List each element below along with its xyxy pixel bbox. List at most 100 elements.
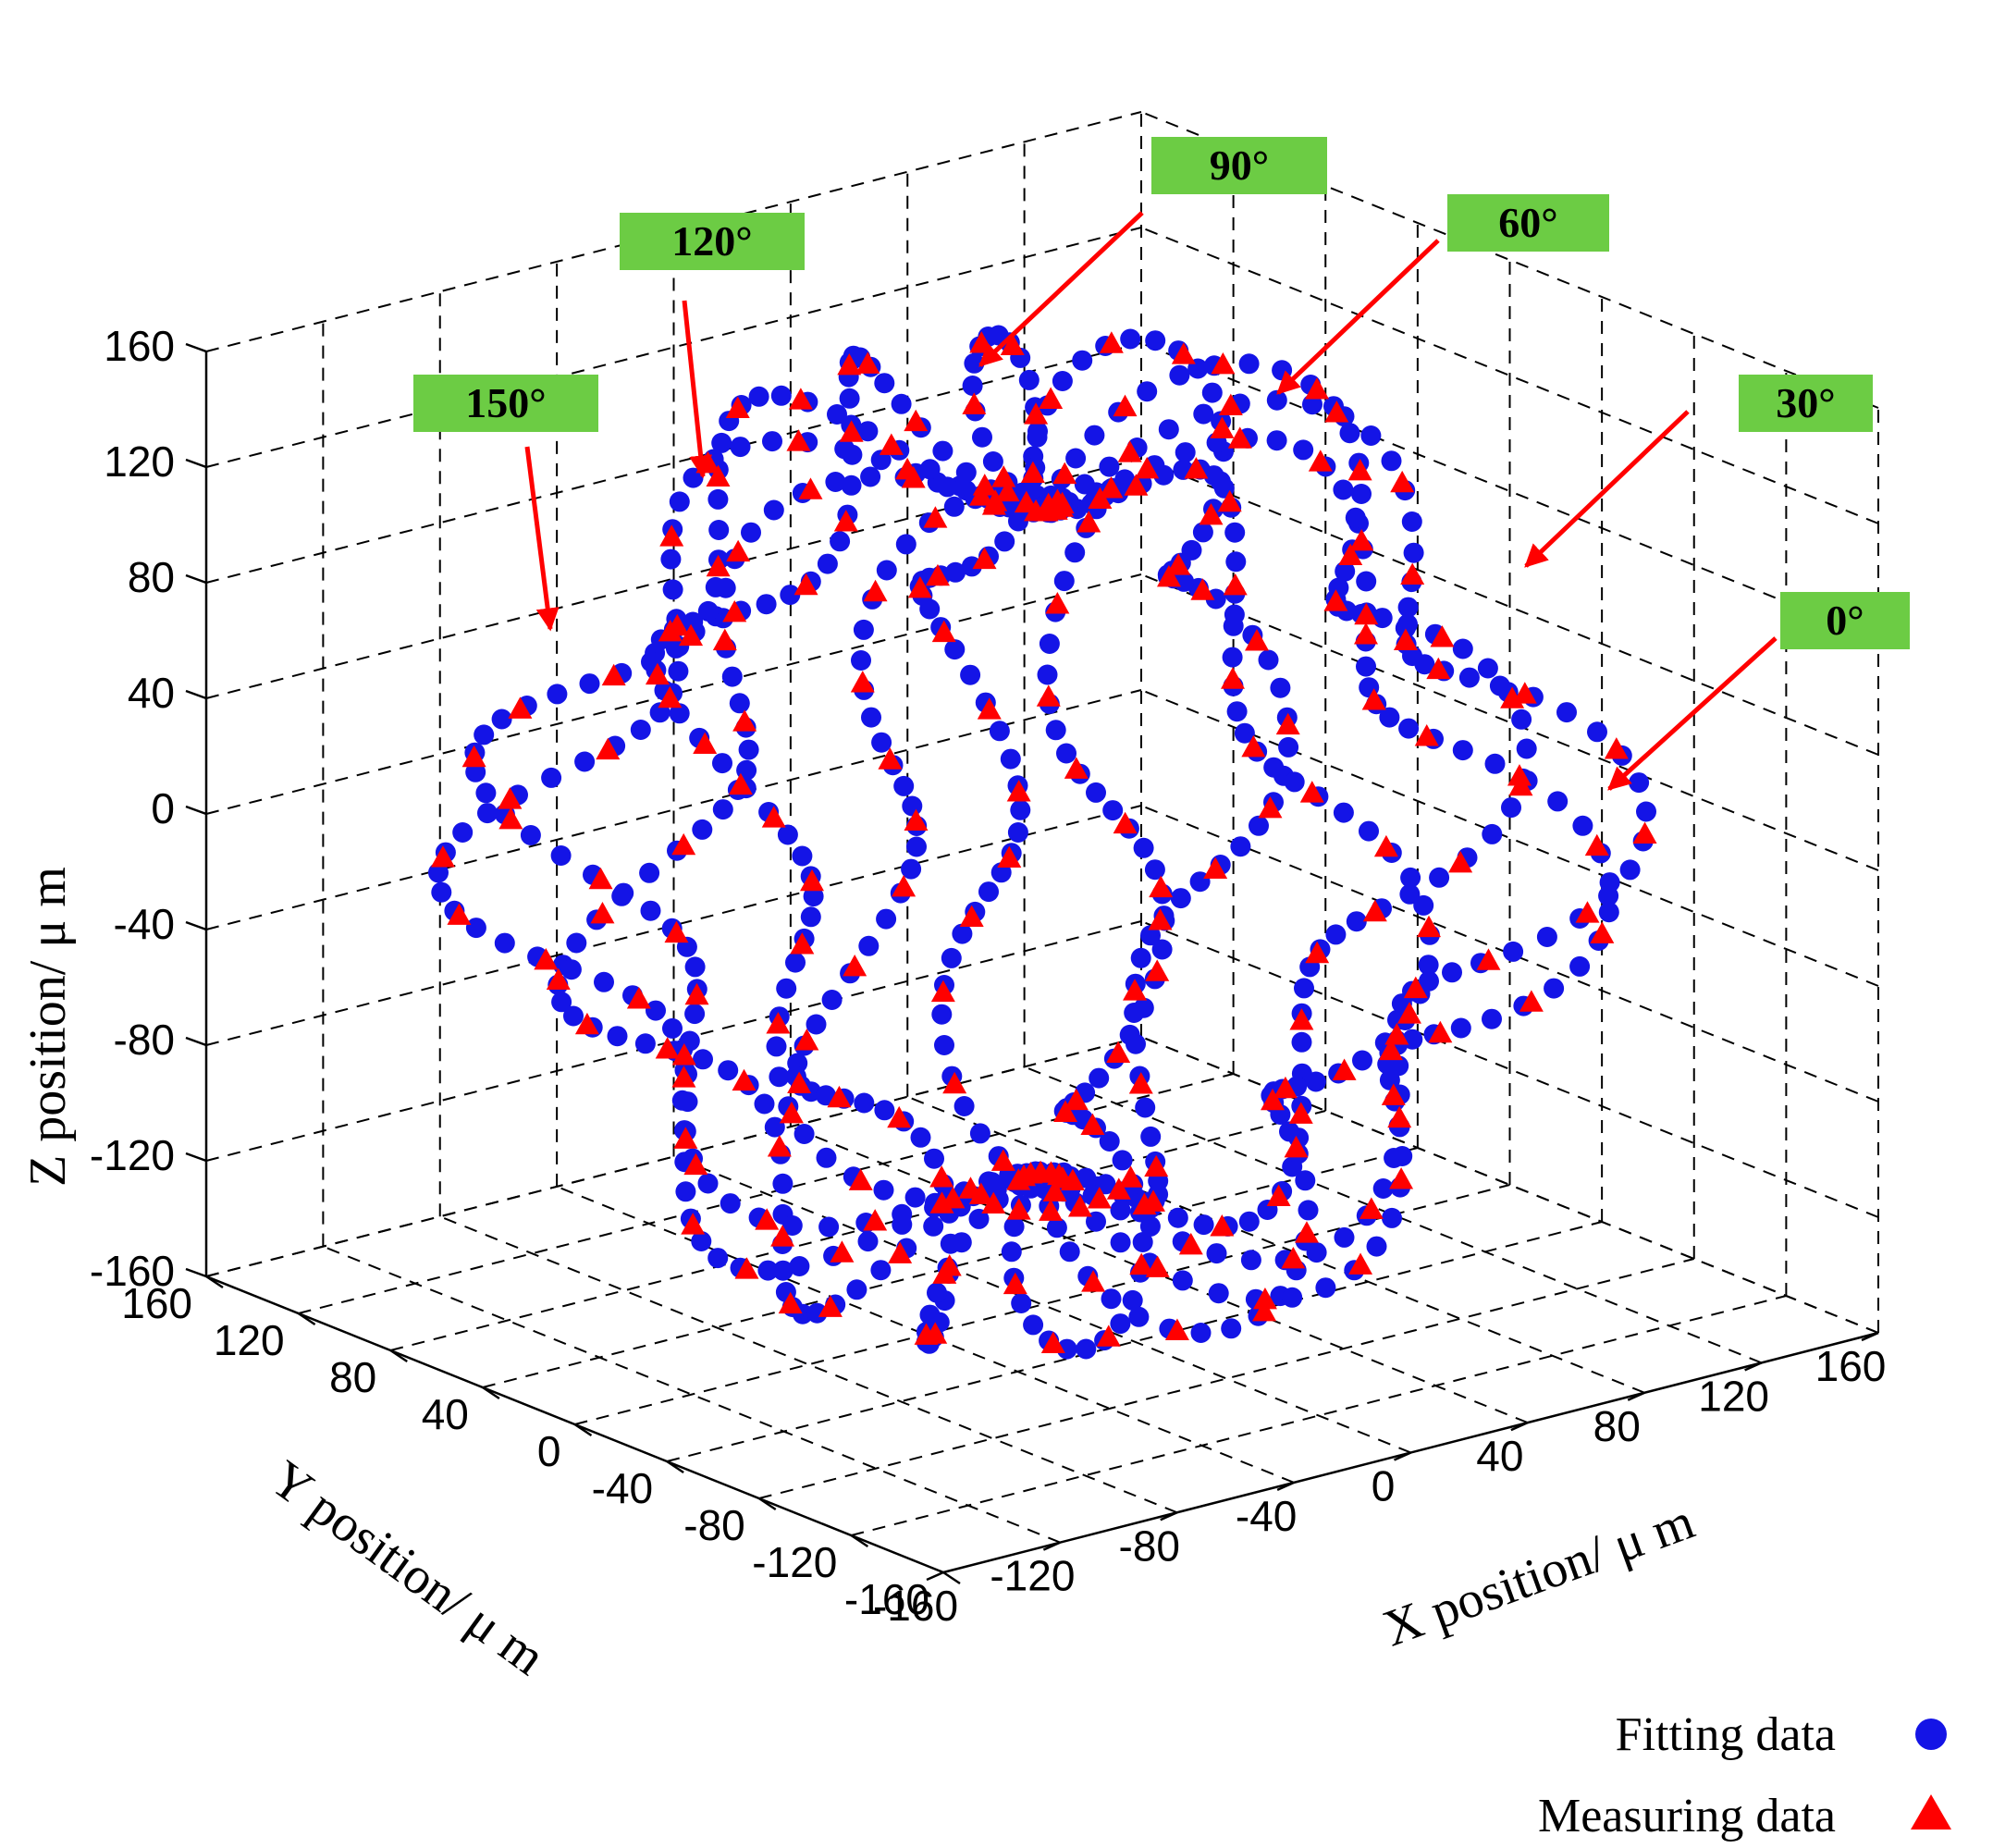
fitting-point (763, 499, 784, 521)
fitting-point (1102, 800, 1124, 821)
annotation-box (413, 375, 598, 432)
fitting-point (1258, 649, 1279, 671)
fitting-point (692, 819, 713, 840)
fitting-point (945, 561, 966, 583)
measuring-point (761, 806, 786, 828)
measuring-point (1039, 1199, 1064, 1221)
fitting-point (803, 886, 824, 907)
fitting-point (1418, 955, 1439, 976)
fitting-point (1206, 1243, 1227, 1264)
fitting-point (1333, 802, 1354, 823)
y-tick-label: -40 (592, 1464, 653, 1512)
measuring-point (1512, 682, 1537, 704)
measuring-point (904, 808, 929, 832)
fitting-point (1110, 1232, 1131, 1253)
fitting-point (1175, 442, 1196, 463)
fitting-point (541, 767, 562, 788)
y-tick-mark (758, 1497, 777, 1511)
fitting-point (550, 845, 572, 866)
fitting-point (1086, 782, 1106, 803)
fitting-point (452, 822, 474, 843)
fitting-point (1011, 1293, 1032, 1313)
measuring-point (790, 932, 815, 955)
measuring-point (914, 1323, 939, 1345)
z-tick-mark (185, 342, 207, 353)
measuring-point (837, 353, 862, 376)
fitting-point (858, 935, 880, 956)
measuring-point (671, 1043, 696, 1066)
fitting-point (978, 881, 999, 903)
measuring-point (1042, 1179, 1067, 1201)
fitting-point (1192, 522, 1213, 543)
fitting-point (1598, 902, 1619, 923)
fitting-point (646, 1000, 666, 1021)
measuring-point (1052, 462, 1077, 485)
measuring-point (942, 1071, 967, 1094)
measuring-point (461, 745, 486, 768)
measuring-point (1305, 941, 1330, 964)
fitting-point (1208, 1283, 1229, 1304)
fitting-point (1140, 1126, 1162, 1147)
legend-label-fitting: Fitting data (1616, 1708, 1836, 1761)
fitting-point (1263, 757, 1285, 778)
fitting-point (1452, 740, 1473, 761)
measuring-point (798, 477, 823, 499)
measuring-point (1080, 1113, 1105, 1136)
measuring-point (706, 464, 731, 487)
measuring-point (706, 554, 731, 577)
fitting-point (1306, 1242, 1327, 1263)
measuring-point (878, 747, 903, 770)
fitting-point (1511, 708, 1532, 730)
measuring-point (1129, 1252, 1154, 1275)
fitting-point (1442, 962, 1462, 983)
measuring-point (1289, 1008, 1314, 1030)
y-tick-mark (573, 1423, 593, 1437)
fitting-point (972, 426, 992, 448)
measuring-point (932, 1262, 957, 1284)
measuring-point (888, 1241, 913, 1263)
fitting-point (707, 488, 729, 510)
fitting-point (475, 782, 497, 804)
measuring-point (1106, 1177, 1131, 1200)
fitting-point (705, 576, 726, 598)
fitting-point (1282, 1287, 1303, 1308)
fitting-point (1074, 474, 1095, 495)
fitting-point (1193, 1214, 1214, 1236)
fitting-point (1452, 638, 1473, 659)
measuring-point (991, 465, 1016, 487)
measuring-point (907, 576, 932, 598)
measuring-point (1211, 351, 1236, 375)
fitting-point (943, 496, 965, 517)
fitting-point (560, 959, 582, 980)
fitting-point (1272, 360, 1293, 381)
measuring-point (1087, 1187, 1112, 1209)
measuring-point (788, 388, 813, 410)
fitting-point (1172, 1270, 1193, 1291)
fitting-point (1101, 1288, 1122, 1310)
fitting-point (491, 708, 512, 730)
z-tick-label: 80 (128, 553, 175, 601)
fitting-point (1372, 1178, 1394, 1199)
measuring-point (833, 510, 858, 532)
x-tick-mark (1160, 1511, 1178, 1522)
fitting-point (1419, 970, 1439, 992)
fitting-point (1384, 1148, 1405, 1168)
fitting-point (1000, 748, 1021, 770)
measuring-point (712, 628, 737, 651)
annotation-120-deg: 120° (620, 213, 805, 479)
fitting-point (684, 1004, 706, 1025)
fitting-point (1266, 389, 1287, 411)
measuring-point (658, 685, 683, 708)
fitting-point (691, 1231, 712, 1251)
measuring-point (962, 392, 987, 414)
measuring-point (843, 954, 867, 977)
measuring-point (734, 1257, 759, 1279)
fitting-point (465, 918, 486, 939)
data-markers (428, 325, 1657, 1360)
fitting-point (769, 1066, 790, 1088)
fitting-point (817, 553, 838, 574)
fitting-point (639, 862, 660, 883)
annotation-arrow (978, 211, 1144, 367)
fitting-point (1397, 597, 1419, 618)
